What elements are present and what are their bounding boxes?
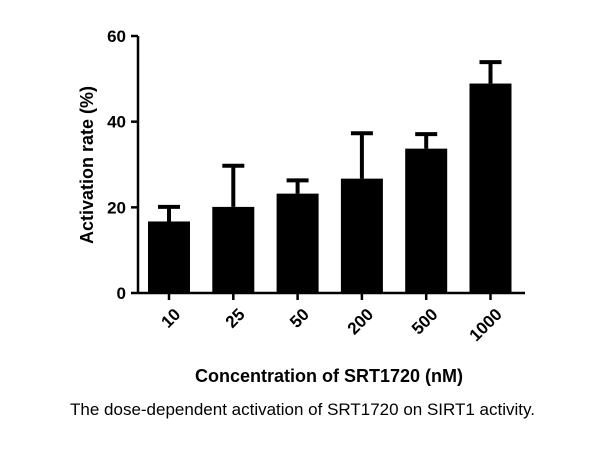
y-axis-label: Activation rate (%) bbox=[77, 86, 97, 244]
x-tick-label: 50 bbox=[286, 305, 313, 332]
y-tick-label: 60 bbox=[107, 27, 126, 46]
bar bbox=[405, 148, 448, 293]
bar bbox=[148, 221, 190, 293]
x-tick-label: 500 bbox=[408, 305, 441, 338]
y-ticks-group: 0 20 40 60 bbox=[107, 27, 138, 303]
bar bbox=[276, 193, 319, 293]
figure-caption: The dose-dependent activation of SRT1720… bbox=[70, 400, 535, 419]
x-ticks-group: 10 25 50 200 500 1000 bbox=[157, 293, 506, 345]
x-tick-label: 10 bbox=[157, 305, 184, 332]
x-tick-label: 25 bbox=[222, 305, 249, 332]
bar bbox=[212, 206, 255, 293]
x-tick-label: 1000 bbox=[466, 305, 506, 345]
x-tick-label: 200 bbox=[344, 305, 377, 338]
bar-chart: 0 20 40 60 10 25 50 200 500 1000 Activation rate… bbox=[77, 27, 525, 386]
x-axis-label: Concentration of SRT1720 (nM) bbox=[195, 366, 463, 386]
y-tick-label: 0 bbox=[117, 284, 126, 303]
bar bbox=[469, 83, 512, 293]
y-tick-label: 20 bbox=[107, 198, 126, 217]
y-tick-label: 40 bbox=[107, 113, 126, 132]
error-bars-group bbox=[158, 60, 502, 222]
bar bbox=[340, 178, 383, 293]
bars-group bbox=[148, 83, 512, 293]
